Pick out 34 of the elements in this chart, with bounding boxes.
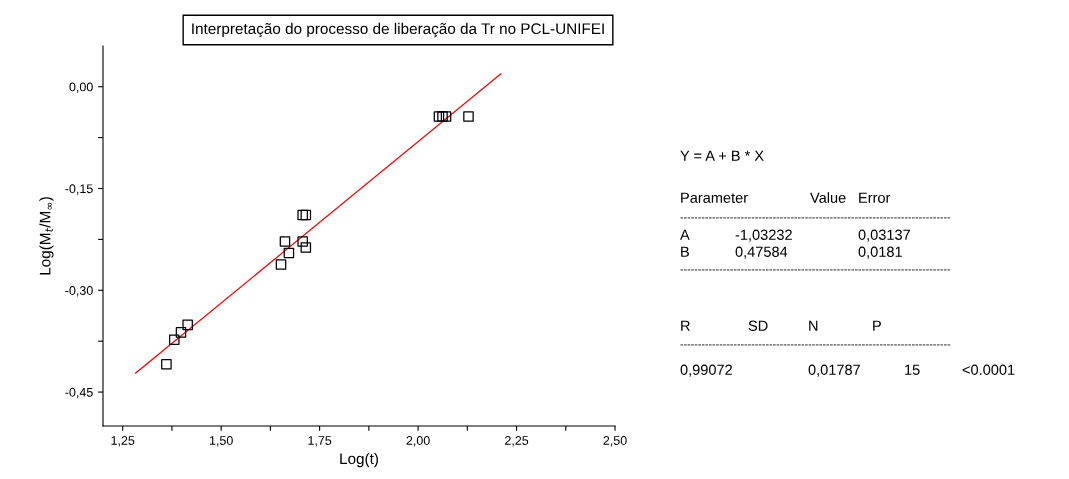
y-tick-label: -0,15	[65, 184, 93, 195]
text: 15	[905, 364, 920, 375]
text: 0,03137	[858, 229, 910, 242]
text: N	[809, 320, 818, 331]
text: A	[680, 229, 690, 240]
text: 0,47584	[735, 246, 788, 259]
x-tick-label: 1,25	[111, 436, 135, 447]
text: ----------------------------------------------------------------------------	[680, 217, 951, 219]
y-tick-label: -0,45	[65, 387, 93, 399]
chart-title: Interpretação do processo de liberação da Tr no PCL-UNIFEI	[192, 22, 604, 38]
x-tick-label: 2,25	[505, 436, 529, 447]
text: ----------------------------------------------------------------------------	[680, 269, 951, 271]
text: P	[873, 320, 881, 331]
text: R	[681, 320, 690, 331]
text: <0.0001	[962, 364, 1015, 375]
x-tick-label: 1,50	[209, 436, 233, 447]
x-tick-label: 1,75	[308, 436, 332, 447]
x-tick-label: 2,50	[603, 436, 627, 447]
text: Value	[810, 192, 846, 203]
y-tick-label: -0,30	[65, 286, 93, 297]
text: SD	[748, 320, 768, 331]
text: -1,03232	[735, 229, 792, 242]
x-axis-title: Log(t)	[340, 452, 379, 468]
text: Parameter	[681, 192, 748, 203]
x-tick-label: 2,00	[406, 436, 430, 447]
text: ----------------------------------------------------------------------------	[680, 344, 951, 346]
text: Y = A + B * X	[680, 150, 764, 161]
y-axis-title: Log(M$_{t}$/M$_{∞}$)	[39, 197, 54, 275]
text: Error	[859, 192, 891, 203]
text: 0,0181	[858, 246, 902, 259]
y-tick-label: 0,00	[69, 82, 93, 93]
text: B	[681, 246, 689, 257]
text: 0,01787	[808, 364, 860, 377]
text: 0,99072	[680, 364, 732, 377]
